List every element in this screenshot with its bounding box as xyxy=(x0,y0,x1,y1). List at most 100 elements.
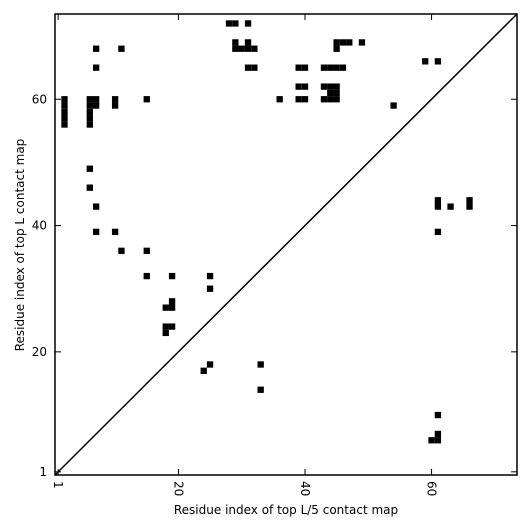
axis-ticks: 1 20 40 60 1 20 40 60 xyxy=(32,14,517,496)
y-tick-label: 60 xyxy=(32,92,47,106)
contact-cell xyxy=(244,64,252,71)
contact-cell xyxy=(206,285,214,292)
x-tick-label: 20 xyxy=(171,481,185,496)
contact-cell xyxy=(327,96,334,103)
contact-cell xyxy=(428,437,435,444)
x-tick-label: 40 xyxy=(298,481,312,496)
contact-cell xyxy=(225,20,233,27)
contact-cell xyxy=(295,64,302,71)
contact-cell xyxy=(358,39,366,46)
contact-cell xyxy=(61,115,68,122)
contact-cell xyxy=(111,102,119,109)
contact-cell xyxy=(339,64,347,71)
contact-cell xyxy=(434,411,442,419)
contact-cell xyxy=(327,64,334,71)
contact-cell xyxy=(238,45,245,52)
contact-cell xyxy=(92,203,100,210)
contact-cells xyxy=(61,20,473,444)
contact-cell xyxy=(232,39,239,46)
contact-cell xyxy=(327,83,334,90)
contact-cell xyxy=(251,45,258,52)
y-tick-label: 20 xyxy=(32,345,47,359)
y-tick-label: 1 xyxy=(39,465,47,479)
contact-cell xyxy=(434,58,442,65)
contact-cell xyxy=(61,121,68,128)
contact-cell xyxy=(111,228,119,236)
plot-frame xyxy=(54,13,518,476)
contact-cell xyxy=(86,108,93,116)
contact-cell xyxy=(447,203,454,210)
contact-cell xyxy=(61,96,68,103)
contact-cell xyxy=(168,304,176,311)
contact-cell xyxy=(206,272,214,280)
contact-cell xyxy=(434,197,442,204)
x-axis-label: Residue index of top L/5 contact map xyxy=(174,503,398,517)
contact-cell xyxy=(333,89,340,97)
contact-cell xyxy=(333,39,340,46)
contact-cell xyxy=(276,96,283,103)
contact-cell xyxy=(434,203,442,210)
contact-cell xyxy=(434,430,442,438)
contact-cell xyxy=(86,96,93,103)
contact-cell xyxy=(143,247,150,254)
contact-cell xyxy=(86,121,93,128)
contact-cell xyxy=(257,386,264,393)
contact-cell xyxy=(92,64,100,71)
contact-cell xyxy=(339,39,347,46)
contact-cell xyxy=(346,39,353,46)
diagonal-line xyxy=(54,13,518,476)
contact-cell xyxy=(86,102,93,109)
contact-cell xyxy=(143,272,150,280)
contact-cell xyxy=(168,298,176,305)
contact-cell xyxy=(86,165,93,172)
contact-cell xyxy=(333,83,340,90)
y-tick-label: 40 xyxy=(32,219,47,233)
contact-cell xyxy=(162,323,169,330)
contact-cell xyxy=(301,96,309,103)
contact-cell xyxy=(257,361,264,368)
contact-cell xyxy=(333,45,340,52)
contact-cell xyxy=(333,64,340,71)
contact-cell xyxy=(162,329,169,337)
contact-cell xyxy=(244,39,252,46)
contact-cell xyxy=(390,102,397,109)
contact-cell xyxy=(61,102,68,109)
contact-cell xyxy=(92,96,100,103)
contact-cell xyxy=(466,197,473,204)
contact-cell xyxy=(244,20,252,27)
contact-cell xyxy=(143,96,150,103)
x-tick-label: 60 xyxy=(425,481,439,496)
contact-cell xyxy=(168,272,176,280)
contact-cell xyxy=(162,304,169,311)
contact-cell xyxy=(434,228,442,236)
contact-cell xyxy=(244,45,252,52)
contact-cell xyxy=(295,96,302,103)
contact-cell xyxy=(232,20,239,27)
contact-cell xyxy=(168,323,176,330)
contact-cell xyxy=(333,96,340,103)
x-tick-label: 1 xyxy=(51,481,65,489)
contact-cell xyxy=(251,64,258,71)
contact-cell xyxy=(206,361,214,368)
contact-cell xyxy=(434,437,442,444)
contact-cell xyxy=(61,108,68,116)
y-axis-label: Residue index of top L contact map xyxy=(13,139,27,352)
contact-cell xyxy=(92,102,100,109)
contact-cell xyxy=(320,64,328,71)
contact-cell xyxy=(118,45,125,52)
contact-cell xyxy=(92,45,100,52)
contact-cell xyxy=(86,184,93,191)
contact-cell xyxy=(301,83,309,90)
contact-cell xyxy=(92,228,100,236)
contact-cell xyxy=(327,89,334,97)
contact-cell xyxy=(200,367,207,374)
contact-cell xyxy=(320,83,328,90)
contact-cell xyxy=(118,247,125,254)
contact-cell xyxy=(232,45,239,52)
contact-cell xyxy=(422,58,429,65)
contact-cell xyxy=(295,83,302,90)
contact-cell xyxy=(86,115,93,122)
contact-cell xyxy=(301,64,309,71)
contact-cell xyxy=(466,203,473,210)
